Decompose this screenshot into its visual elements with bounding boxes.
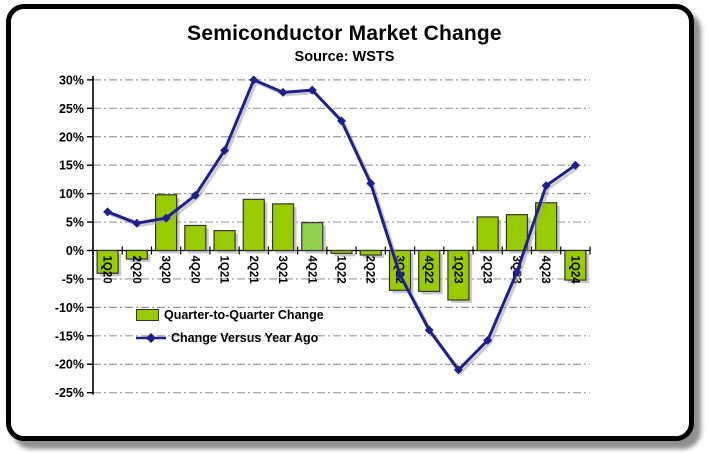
chart-subtitle: Source: WSTS <box>294 49 395 65</box>
bar-shadow <box>334 253 355 257</box>
y-axis-label: 30% <box>59 73 84 87</box>
line-marker-1Q22 <box>337 116 346 126</box>
line-marker-4Q20 <box>190 190 200 200</box>
x-axis-label-1Q22: 1Q22 <box>335 256 347 284</box>
line-marker-4Q21 <box>307 85 317 95</box>
bar-1Q24 <box>564 249 587 281</box>
y-axis-label: 5% <box>66 216 84 230</box>
y-axis-label: -15% <box>55 329 84 343</box>
x-axis-label-2Q20: 2Q20 <box>130 256 142 284</box>
line-marker-1Q21 <box>220 145 230 155</box>
line-marker-2Q21 <box>249 75 259 85</box>
y-axis-label: -5% <box>62 272 84 286</box>
chart-legend: Quarter-to-Quarter Change Change Versus … <box>136 308 324 345</box>
bar-4Q22 <box>418 249 441 293</box>
y-axis-label: -20% <box>55 358 84 372</box>
bar-1Q20 <box>96 249 119 274</box>
x-axis-label-1Q24: 1Q24 <box>568 256 580 285</box>
line-series-marker-icon <box>136 333 166 343</box>
y-axis-label: -10% <box>55 301 84 315</box>
bar-4Q20 <box>184 224 207 252</box>
y-axis-label: 10% <box>59 187 84 201</box>
y-axis-label: -25% <box>55 386 84 400</box>
legend-line-label: Change Versus Year Ago <box>171 331 319 345</box>
y-axis-label: 15% <box>59 159 84 173</box>
line-marker-3Q22 <box>395 270 405 280</box>
x-axis-label-3Q20: 3Q20 <box>159 256 171 284</box>
x-axis-label-4Q22: 4Q22 <box>422 256 434 284</box>
bar-shadow <box>363 253 385 259</box>
bar-4Q21 <box>301 222 324 252</box>
bar-2Q21 <box>242 198 265 252</box>
x-axis-label-4Q20: 4Q20 <box>188 256 200 284</box>
x-axis-label-1Q21: 1Q21 <box>218 256 230 285</box>
x-axis-label-2Q22: 2Q22 <box>364 256 376 284</box>
bar-1Q23 <box>447 249 470 301</box>
y-axis-label: 25% <box>59 102 84 116</box>
bar-1Q21 <box>213 229 236 252</box>
x-axis-label-3Q21: 3Q21 <box>276 256 288 285</box>
line-marker-1Q20 <box>103 207 113 217</box>
line-marker-1Q24 <box>570 160 580 170</box>
line-marker-1Q23 <box>453 365 463 375</box>
legend-row-bars: Quarter-to-Quarter Change <box>136 308 324 322</box>
y-axis-label: 20% <box>59 130 84 144</box>
x-axis-label-2Q21: 2Q21 <box>247 256 259 285</box>
legend-bar-label: Quarter-to-Quarter Change <box>164 308 324 322</box>
line-marker-2Q23 <box>483 335 493 345</box>
line-marker-4Q22 <box>424 325 434 335</box>
chart-title: Semiconductor Market Change <box>187 22 502 45</box>
line-marker-4Q23 <box>541 181 551 191</box>
x-axis-label-1Q20: 1Q20 <box>101 256 113 284</box>
x-axis-label-1Q23: 1Q23 <box>451 256 463 284</box>
legend-row-line: Change Versus Year Ago <box>136 331 324 345</box>
line-marker-3Q20 <box>161 213 171 223</box>
bar-2Q20 <box>125 249 148 260</box>
line-marker-2Q20 <box>132 218 142 228</box>
x-axis-label-4Q21: 4Q21 <box>305 256 317 285</box>
bar-3Q23 <box>505 214 529 252</box>
y-axis-label: 0% <box>66 244 84 258</box>
x-axis-label-4Q23: 4Q23 <box>539 256 551 284</box>
bar-1Q22 <box>330 249 353 254</box>
x-axis-label-2Q23: 2Q23 <box>481 256 493 284</box>
line-marker-2Q22 <box>366 178 376 188</box>
bar-series-swatch-icon <box>136 309 159 321</box>
bar-2Q23 <box>476 216 499 252</box>
bar-2Q22 <box>359 249 382 256</box>
bar-3Q21 <box>271 203 295 252</box>
line-marker-3Q21 <box>278 87 288 97</box>
line-marker-3Q23 <box>512 267 522 277</box>
